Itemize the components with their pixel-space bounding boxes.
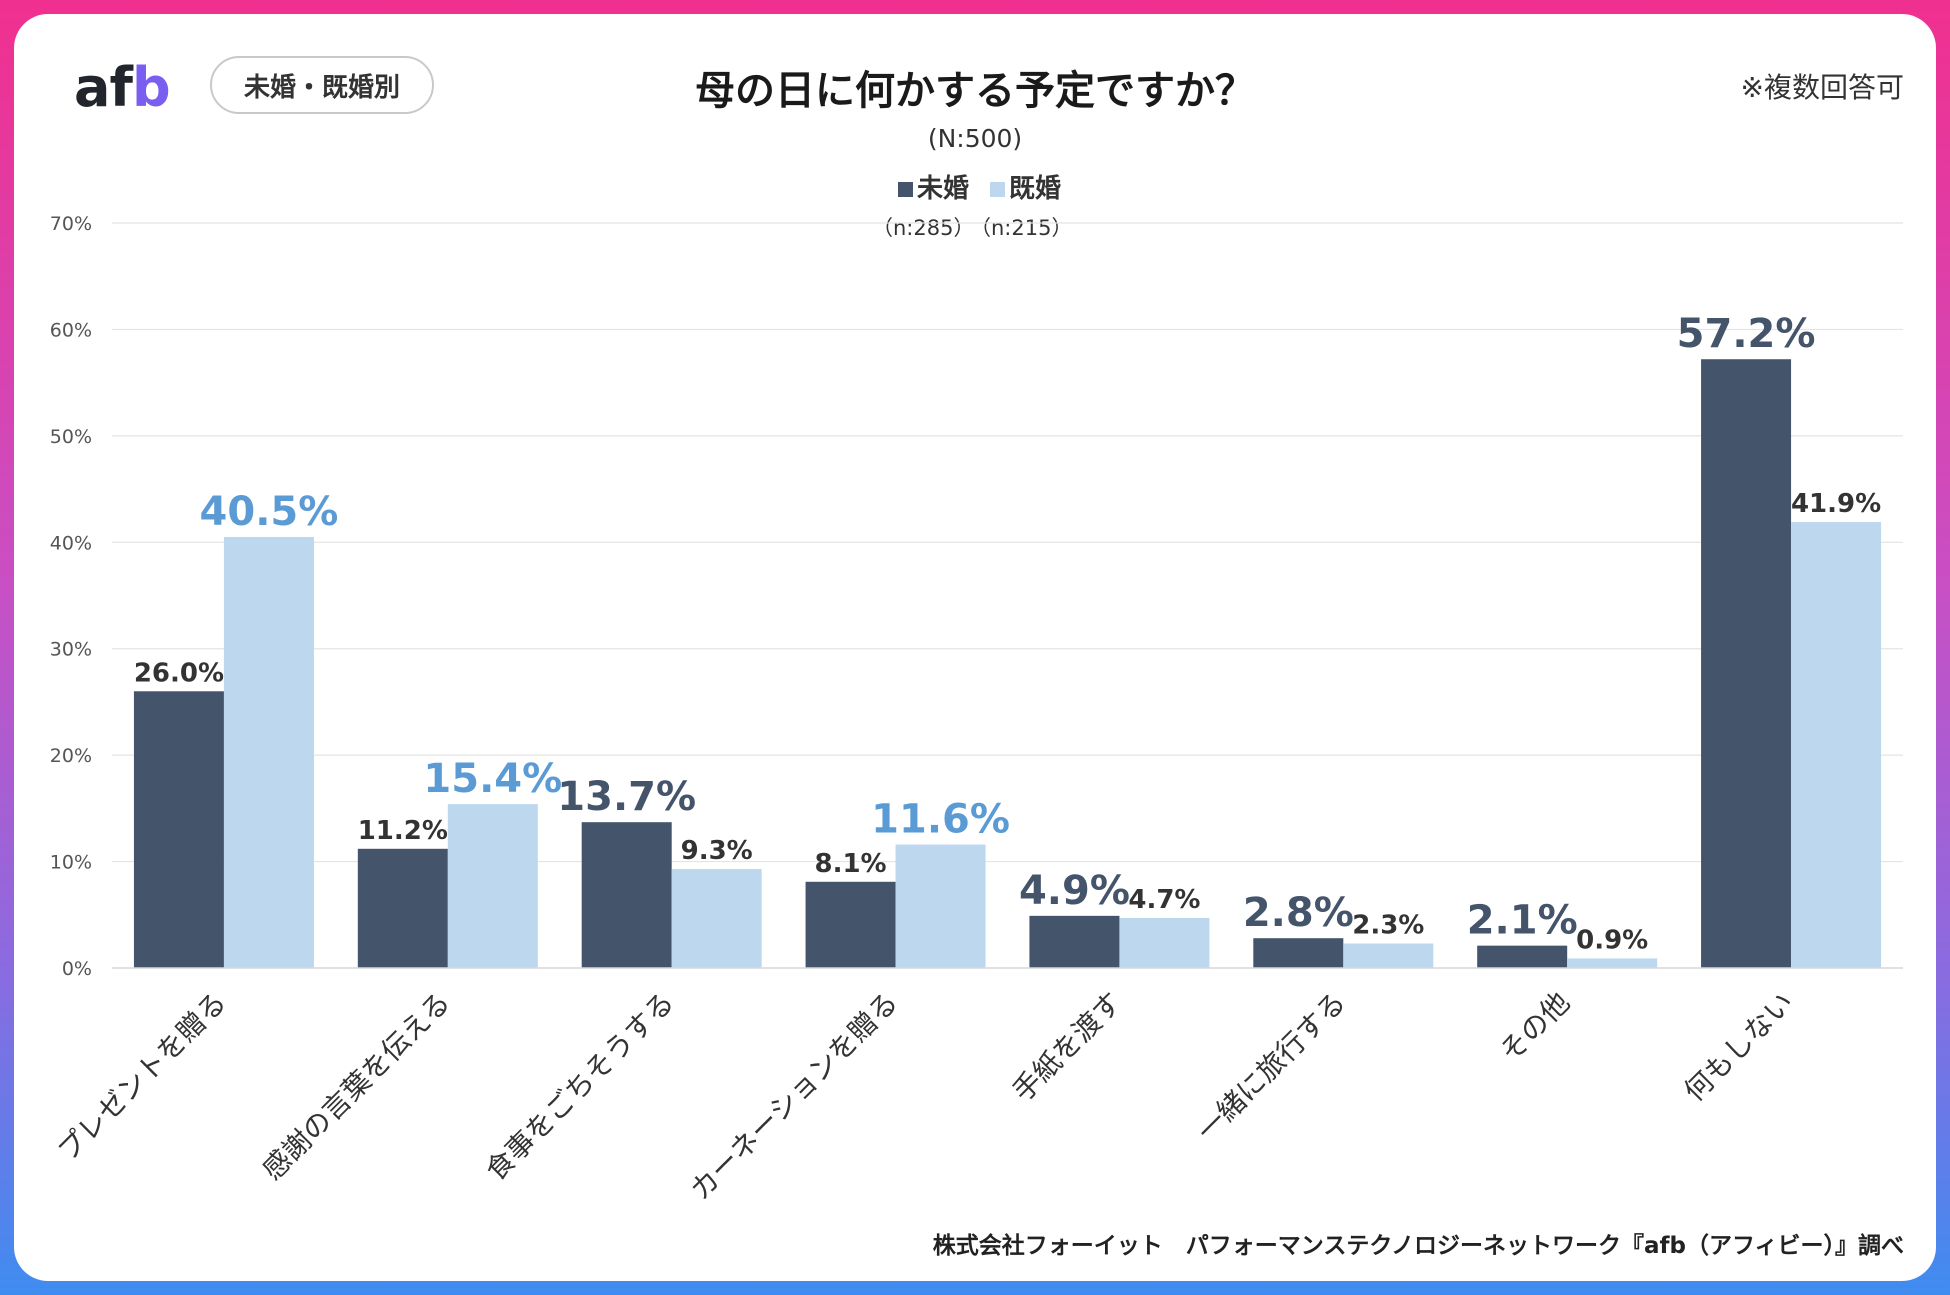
bar-married [1791, 522, 1882, 968]
bar-unmarried [1477, 945, 1568, 968]
legend-n-unmarried: （n:285） [872, 216, 975, 240]
legend-label-unmarried: 未婚 [917, 174, 970, 204]
source-credit: 株式会社フォーイット パフォーマンステクノロジーネットワーク『afb（アフィビー… [932, 1233, 1904, 1259]
data-label-married: 2.3% [1352, 911, 1424, 941]
bar-married [1567, 958, 1658, 968]
data-label-unmarried: 2.1% [1467, 898, 1578, 944]
data-label-unmarried: 4.9% [1019, 868, 1130, 914]
y-tick-label: 60% [50, 319, 92, 341]
legend-label-married: 既婚 [1009, 174, 1062, 204]
logo-text-b: b [131, 56, 171, 119]
x-category-label: カーネーションを贈る [684, 986, 905, 1207]
filter-badge: 未婚・既婚別 [210, 56, 434, 114]
data-label-unmarried: 2.8% [1243, 890, 1354, 936]
legend-swatch-married [990, 182, 1005, 197]
data-label-married: 15.4% [423, 756, 562, 802]
y-tick-label: 0% [62, 958, 92, 980]
bar-unmarried [805, 881, 896, 968]
bar-married [1119, 917, 1210, 968]
x-category-label: 何もしない [1678, 986, 1800, 1108]
y-tick-label: 70% [50, 213, 92, 235]
x-category-label: プレゼントを贈る [51, 986, 233, 1168]
data-label-married: 9.3% [681, 836, 753, 866]
legend-swatch-unmarried [898, 182, 913, 197]
bar-unmarried [1029, 915, 1120, 968]
y-tick-label: 10% [50, 852, 92, 874]
data-label-unmarried: 57.2% [1677, 311, 1816, 357]
legend-n-married: （n:215） [970, 216, 1073, 240]
y-tick-label: 20% [50, 745, 92, 767]
data-label-married: 40.5% [200, 489, 339, 535]
multiple-answer-note: ※複数回答可 [1740, 71, 1904, 104]
data-label-unmarried: 8.1% [815, 849, 887, 879]
bar-unmarried [357, 848, 448, 968]
data-label-married: 41.9% [1791, 489, 1881, 519]
data-label-unmarried: 26.0% [134, 658, 224, 688]
bar-married [1343, 943, 1434, 968]
data-label-unmarried: 11.2% [358, 816, 448, 846]
bar-married [223, 536, 314, 968]
y-tick-label: 30% [50, 639, 92, 661]
data-label-married: 0.9% [1576, 925, 1648, 955]
x-category-label: 食事をごちそうする [479, 986, 681, 1188]
bar-married [447, 804, 538, 968]
x-category-label: 手紙を渡す [1006, 986, 1128, 1108]
bar-unmarried [133, 691, 224, 968]
data-label-unmarried: 13.7% [557, 774, 696, 820]
data-label-married: 11.6% [871, 797, 1010, 843]
logo-text-af: af [74, 56, 133, 119]
bar-married [895, 844, 986, 968]
sample-size: (N:500) [927, 124, 1023, 153]
afb-logo: afb [74, 56, 171, 119]
chart-card [14, 14, 1936, 1281]
y-tick-label: 50% [50, 426, 92, 448]
chart-title: 母の日に何かする予定ですか？ [695, 68, 1255, 114]
x-category-label: 感謝の言葉を伝える [256, 986, 457, 1187]
bar-married [671, 869, 762, 968]
legend-item-married: 既婚 [990, 168, 1061, 205]
x-category-label: その他 [1493, 986, 1576, 1069]
x-category-label: 一緒に旅行する [1190, 986, 1352, 1148]
bar-unmarried [1701, 359, 1792, 968]
legend-item-unmarried: 未婚 [898, 168, 969, 205]
bar-unmarried [581, 822, 672, 968]
bar-unmarried [1253, 938, 1344, 968]
data-label-married: 4.7% [1128, 885, 1200, 915]
y-tick-label: 40% [50, 532, 92, 554]
